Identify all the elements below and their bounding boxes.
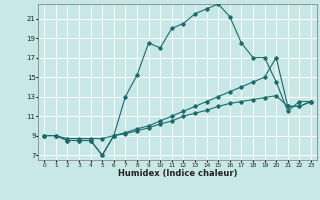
- X-axis label: Humidex (Indice chaleur): Humidex (Indice chaleur): [118, 169, 237, 178]
